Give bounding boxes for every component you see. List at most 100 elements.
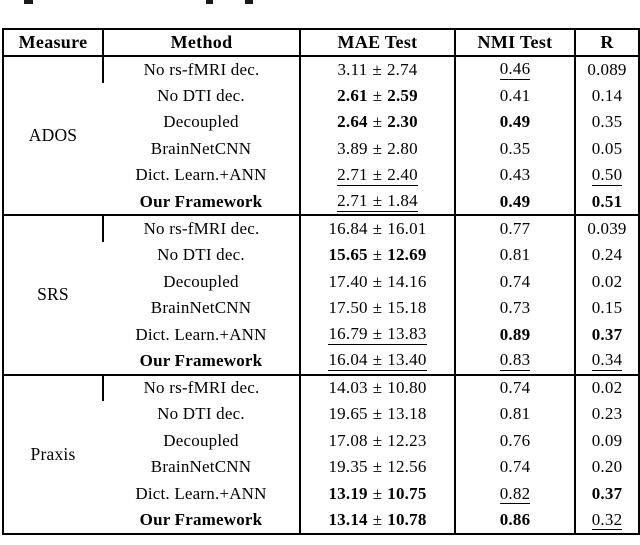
section-srs: SRS No rs-fMRI dec. 16.84 ±16.01 0.77 0.0…: [3, 215, 639, 376]
plus-minus-symbol: ±: [372, 112, 383, 132]
section-praxis: Praxis No rs-fMRI dec. 14.03 ±10.80 0.74 …: [3, 374, 639, 535]
table-row: No DTI dec. 15.65 ±12.69 0.81 0.24: [3, 241, 639, 269]
r-cell: 0.02: [574, 268, 639, 295]
mae-cell: 17.50 ±15.18: [299, 294, 455, 322]
r-cell: 0.039: [574, 215, 639, 242]
method-cell: Decoupled: [163, 271, 239, 291]
mae-cell: 14.03 ±10.80: [299, 374, 455, 402]
cropped-caption-fragment: [24, 0, 33, 4]
plus-minus-symbol: ±: [372, 298, 383, 318]
plus-minus-symbol: ±: [372, 430, 383, 450]
nmi-cell: 0.35: [454, 135, 575, 163]
plus-minus-symbol: ±: [372, 404, 383, 424]
r-cell: 0.20: [574, 454, 639, 481]
table-row: ADOS No rs-fMRI dec. 3.11 ±2.74 0.46 0.08…: [3, 56, 639, 217]
table-row: Our Framework 16.04 ±13.40 0.83 0.34: [3, 348, 639, 376]
cropped-caption-fragment: [206, 0, 213, 4]
method-cell: Dict. Learn.+ANN: [135, 165, 267, 185]
section-ados: ADOS No rs-fMRI dec. 3.11 ±2.74 0.46 0.08…: [3, 56, 639, 217]
method-cell: BrainNetCNN: [150, 457, 252, 477]
mae-cell: 13.14 ±10.78: [299, 507, 455, 535]
r-cell: 0.37: [574, 480, 639, 508]
plus-minus-symbol: ±: [372, 378, 383, 398]
table-row: No DTI dec. 2.61 ±2.59 0.41 0.14: [3, 82, 639, 110]
table-row: Our Framework 13.14 ±10.78 0.86 0.32: [3, 507, 639, 535]
plus-minus-symbol: ±: [372, 324, 383, 344]
nmi-cell: 0.76: [454, 427, 575, 455]
mae-cell: 2.71 ±2.40: [299, 162, 455, 189]
method-cell: No DTI dec.: [157, 404, 245, 424]
method-cell: Dict. Learn.+ANN: [135, 324, 267, 344]
table-row: No DTI dec. 19.65 ±13.18 0.81 0.23: [3, 401, 639, 428]
header-nmi-test: NMI Test: [454, 29, 575, 57]
nmi-cell: 0.41: [454, 82, 575, 110]
plus-minus-symbol: ±: [372, 350, 383, 370]
table-row: Praxis No rs-fMRI dec. 14.03 ±10.80 0.74 …: [3, 374, 639, 535]
nmi-cell: 0.89: [454, 321, 575, 349]
r-cell: 0.14: [574, 82, 639, 110]
mae-cell: 2.61 ±2.59: [299, 82, 455, 110]
nmi-cell: 0.73: [454, 294, 575, 322]
results-table: Measure Method MAE Test NMI Test R ADOS …: [2, 28, 640, 535]
plus-minus-symbol: ±: [372, 271, 383, 291]
nmi-cell: 0.74: [454, 454, 575, 481]
method-cell: Dict. Learn.+ANN: [135, 484, 267, 504]
mae-cell: 17.08 ±12.23: [299, 427, 455, 455]
nmi-cell: 0.49: [454, 188, 575, 217]
method-cell: No rs-fMRI dec.: [102, 56, 300, 83]
table-row: Dict. Learn.+ANN 13.19 ±10.75 0.82 0.37: [3, 480, 639, 508]
method-cell: No DTI dec.: [157, 85, 245, 105]
nmi-cell: 0.74: [454, 268, 575, 295]
plus-minus-symbol: ±: [372, 138, 383, 158]
cropped-caption-fragment: [245, 0, 253, 4]
table-row: BrainNetCNN 3.89 ±2.80 0.35 0.05: [3, 135, 639, 163]
r-cell: 0.50: [574, 162, 639, 189]
nmi-cell: 0.49: [454, 109, 575, 136]
r-cell: 0.15: [574, 294, 639, 322]
plus-minus-symbol: ±: [372, 219, 383, 239]
header-method: Method: [102, 29, 300, 57]
nmi-cell: 0.86: [454, 507, 575, 535]
r-cell: 0.089: [574, 56, 639, 83]
nmi-cell: 0.74: [454, 374, 575, 402]
mae-cell: 2.71 ±1.84: [299, 188, 455, 217]
measure-cell: SRS: [3, 215, 103, 376]
nmi-cell: 0.83: [454, 348, 575, 376]
header-r: R: [574, 29, 639, 57]
mae-cell: 17.40 ±14.16: [299, 268, 455, 295]
mae-cell: 13.19 ±10.75: [299, 480, 455, 508]
nmi-cell: 0.43: [454, 162, 575, 189]
r-cell: 0.51: [574, 188, 639, 217]
table-row: BrainNetCNN 19.35 ±12.56 0.74 0.20: [3, 454, 639, 481]
method-cell: No rs-fMRI dec.: [102, 215, 300, 242]
method-cell: Our Framework: [103, 188, 300, 217]
table-row: Decoupled 17.08 ±12.23 0.76 0.09: [3, 427, 639, 455]
mae-cell: 19.35 ±12.56: [299, 454, 455, 481]
mae-cell: 3.89 ±2.80: [299, 135, 455, 163]
method-cell: No rs-fMRI dec.: [102, 374, 300, 402]
nmi-cell: 0.77: [454, 215, 575, 242]
plus-minus-symbol: ±: [372, 191, 383, 211]
table-row: SRS No rs-fMRI dec. 16.84 ±16.01 0.77 0.0…: [3, 215, 639, 376]
r-cell: 0.34: [574, 348, 639, 376]
nmi-cell: 0.81: [454, 241, 575, 269]
header-measure: Measure: [3, 29, 103, 57]
plus-minus-symbol: ±: [372, 85, 383, 105]
measure-cell: Praxis: [3, 374, 103, 535]
nmi-cell: 0.81: [454, 401, 575, 428]
r-cell: 0.02: [574, 374, 639, 402]
r-cell: 0.23: [574, 401, 639, 428]
plus-minus-symbol: ±: [372, 165, 383, 185]
table-row: Dict. Learn.+ANN 2.71 ±2.40 0.43 0.50: [3, 162, 639, 189]
mae-cell: 15.65 ±12.69: [299, 241, 455, 269]
r-cell: 0.32: [574, 507, 639, 535]
table-row: Dict. Learn.+ANN 16.79 ±13.83 0.89 0.37: [3, 321, 639, 349]
method-cell: Our Framework: [103, 507, 300, 535]
plus-minus-symbol: ±: [372, 484, 383, 504]
r-cell: 0.35: [574, 109, 639, 136]
mae-cell: 16.04 ±13.40: [299, 348, 455, 376]
method-cell: BrainNetCNN: [150, 298, 252, 318]
method-cell: Our Framework: [103, 348, 300, 376]
r-cell: 0.05: [574, 135, 639, 163]
